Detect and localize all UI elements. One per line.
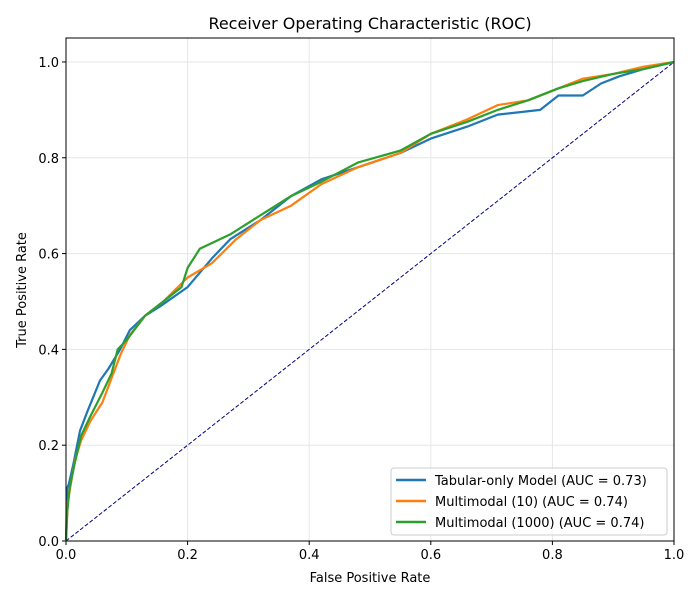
x-tick-label: 1.0	[664, 548, 685, 563]
series-lines	[64, 60, 675, 542]
x-tick-label: 0.8	[542, 548, 563, 563]
x-tick-label: 0.4	[299, 548, 320, 563]
legend: Tabular-only Model (AUC = 0.73) Multimoda…	[390, 467, 668, 536]
diagonal-reference-line	[65, 61, 675, 542]
x-tick-label: 0.2	[177, 548, 198, 563]
y-tick-label: 0.2	[38, 439, 59, 454]
x-tick-label: 0.6	[420, 548, 441, 563]
x-axis-label: False Positive Rate	[310, 571, 431, 586]
y-tick-label: 0.8	[38, 152, 59, 167]
legend-label: Multimodal (1000) (AUC = 0.74)	[435, 516, 644, 531]
legend-label: Tabular-only Model (AUC = 0.73)	[434, 474, 647, 489]
legend-label: Multimodal (10) (AUC = 0.74)	[435, 495, 628, 510]
grid	[65, 38, 675, 542]
y-tick-label: 0.0	[38, 535, 59, 550]
plot-frame	[65, 37, 675, 542]
legend-box	[390, 467, 668, 536]
y-tick-label: 1.0	[38, 56, 59, 71]
y-tick-label: 0.4	[38, 343, 59, 358]
ticks: 0.0 0.2 0.4 0.6 0.8 1.0 0.0 0.2 0.4 0.6 0.8 1.0	[38, 56, 684, 563]
x-tick-label: 0.0	[56, 548, 77, 563]
roc-curve-0	[64, 60, 675, 542]
roc-curve-2	[64, 60, 675, 542]
y-axis-label: True Positive Rate	[15, 232, 30, 349]
chart-title: Receiver Operating Characteristic (ROC)	[208, 14, 531, 33]
y-tick-label: 0.6	[38, 248, 59, 263]
